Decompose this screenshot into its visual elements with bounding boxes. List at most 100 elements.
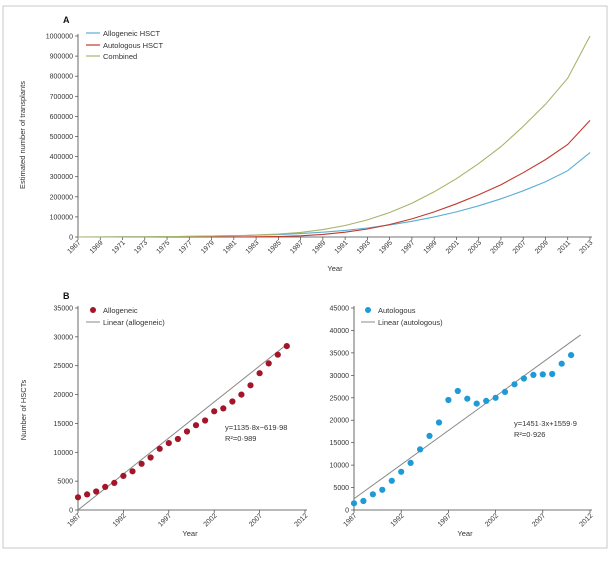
panel-b-right-y-tick-label: 35000: [330, 350, 350, 357]
panel-b-left-data-point: [165, 440, 172, 447]
panel-a-x-tick-label: 2013: [578, 239, 594, 255]
panel-a-x-tick-label: 1981: [222, 239, 238, 255]
legend-marker-allogeneic: [90, 307, 96, 313]
combined-line: [77, 35, 591, 238]
panel-b-right-x-tick-label: 1987: [342, 512, 358, 528]
panel-b-left-y-tick-label: 30000: [54, 334, 74, 341]
panel-a-axes: 0 100000 200000 300000 400000 500000 600000 700…: [46, 34, 595, 256]
panel-b-right-y-tick-label: 40000: [330, 328, 350, 335]
panel-b-right-legend: Autologous Linear (autologous): [361, 306, 443, 327]
panel-b-right-data-point: [379, 486, 386, 493]
panel-b-right-x-tick-label: 2007: [531, 512, 547, 528]
panel-a-x-tick-label: 1967: [66, 239, 82, 255]
panel-b-right-x-axis-label: Year: [457, 529, 473, 538]
panel-b-right-y-tick-label: 15000: [330, 440, 350, 447]
allogeneic-line: [77, 152, 591, 238]
panel-a-y-axis-label: Estimated number of transplants: [18, 81, 27, 189]
panel-a-x-tick-label: 1973: [133, 239, 149, 255]
panel-b-right-data-point: [568, 352, 575, 359]
panel-b-right-data-point: [558, 360, 565, 367]
panel-a-series: [77, 35, 591, 238]
panel-b-left-data-point: [174, 435, 181, 443]
legend-label-linear-allogeneic: Linear (allogeneic): [103, 318, 165, 327]
panel-b-right-data-point: [539, 371, 546, 378]
panel-b-left-y-tick-label: 10000: [54, 450, 74, 457]
panel-b-right-y-tick-label: 45000: [330, 306, 350, 313]
panel-a-legend: Allogeneic HSCT Autologous HSCT Combined: [86, 29, 163, 61]
panel-b-right-x-tick-label: 2002: [484, 512, 500, 528]
panel-a-y-tick-label: 0: [69, 235, 73, 242]
panel-b-right-data-point: [445, 396, 452, 404]
panel-b-right-data-point: [464, 395, 471, 402]
panel-a-y-tick-label: 100000: [50, 214, 73, 221]
panel-b-left-x-tick-label: 1997: [157, 512, 173, 528]
panel-b-right-data-point: [473, 400, 480, 407]
panel-b-right-y-tick-label: 30000: [330, 373, 350, 380]
panel-b-right-data-point: [454, 387, 461, 395]
legend-label-allogeneic: Allogeneic HSCT: [103, 29, 161, 38]
panel-b-right-data-point: [520, 375, 528, 382]
panel-a-x-tick-label: 1993: [356, 239, 372, 255]
panel-b-left-data-point: [74, 494, 82, 501]
panel-a-x-tick-label: 1983: [245, 239, 261, 255]
panel-b-right-data-point: [360, 497, 367, 505]
legend-marker-autologous: [365, 307, 371, 313]
panel-b-left-legend: Allogeneic Linear (allogeneic): [86, 306, 165, 327]
legend-label-autologous-points: Autologous: [378, 306, 416, 315]
panel-b-left-data-point: [102, 483, 109, 490]
panel-b-right-x-tick-label: 1992: [390, 512, 406, 528]
panel-b-left-data-point: [274, 351, 281, 358]
panel-b-left-data-point: [147, 454, 154, 461]
panel-b-left-data-point: [202, 417, 209, 424]
panel-b-right-data-point: [369, 491, 376, 498]
panel-a-x-tick-label: 1989: [311, 239, 327, 255]
panel-b-right-data-point: [483, 397, 490, 404]
panel-b-left-data-point: [156, 445, 163, 452]
panel-b-right-data-point: [398, 468, 405, 475]
panel-a-y-tick-label: 900000: [50, 54, 73, 61]
panel-b-left-data-point: [84, 491, 91, 498]
panel-a-x-axis-label: Year: [327, 264, 343, 273]
panel-b-right-x-tick-label: 2012: [578, 512, 594, 528]
panel-a-y-tick-label: 600000: [50, 114, 73, 121]
panel-a: A 0 100000 200000 300000 400000 500000 600000 7…: [18, 15, 594, 273]
panel-b-left-data-point: [238, 391, 245, 398]
panel-b-left-data-point: [138, 460, 145, 467]
autologous-line: [78, 120, 591, 238]
panel-b-right-y-tick-label: 10000: [330, 463, 350, 470]
legend-label-combined: Combined: [103, 52, 137, 61]
panel-b-left-x-tick-label: 1992: [112, 512, 128, 528]
panel-b-right-data-point: [426, 432, 433, 439]
panel-b-left-data-point: [183, 428, 191, 435]
panel-b-right-data-point: [435, 419, 443, 426]
panel-b-left-y-tick-label: 0: [69, 508, 73, 515]
panel-b-left-data-point: [256, 370, 263, 377]
legend-label-allogeneic-points: Allogeneic: [103, 306, 138, 315]
panel-a-x-tick-label: 1979: [200, 239, 216, 255]
panel-b-left-x-tick-label: 2012: [293, 512, 309, 528]
panel-a-label: A: [63, 15, 70, 25]
panel-b-left-x-tick-label: 2002: [203, 512, 219, 528]
panel-a-y-tick-label: 1000000: [46, 34, 73, 41]
panel-b-right-y-tick-label: 20000: [330, 418, 350, 425]
panel-a-y-tick-label: 200000: [50, 194, 73, 201]
panel-b-left-y-axis-label: Number of HSCTs: [19, 380, 28, 441]
panel-a-x-tick-label: 1987: [289, 239, 305, 255]
panel-b-right-data-point: [501, 388, 509, 395]
panel-b-left-data-point: [129, 468, 136, 475]
panel-b-right-data-point: [407, 459, 414, 466]
panel-b-right-y-tick-label: 5000: [333, 485, 349, 492]
panel-b-left-y-tick-label: 20000: [54, 392, 74, 399]
panel-b-right-x-tick-label: 1997: [437, 512, 453, 528]
figure-frame: [2, 5, 608, 549]
panel-a-x-tick-label: 2003: [467, 239, 483, 255]
panel-b-right: 0 5000 10000 15000 20000 25000 30000 35000 40000…: [330, 306, 595, 539]
autologous-equation: y=1451·3x+1559·9: [514, 419, 577, 428]
panel-b-left-data-point: [247, 382, 254, 389]
panel-b-left-data-point: [283, 343, 290, 350]
panel-a-y-tick-label: 800000: [50, 74, 73, 81]
panel-a-x-tick-label: 2009: [534, 239, 550, 255]
panel-b-right-data-point: [417, 446, 424, 453]
